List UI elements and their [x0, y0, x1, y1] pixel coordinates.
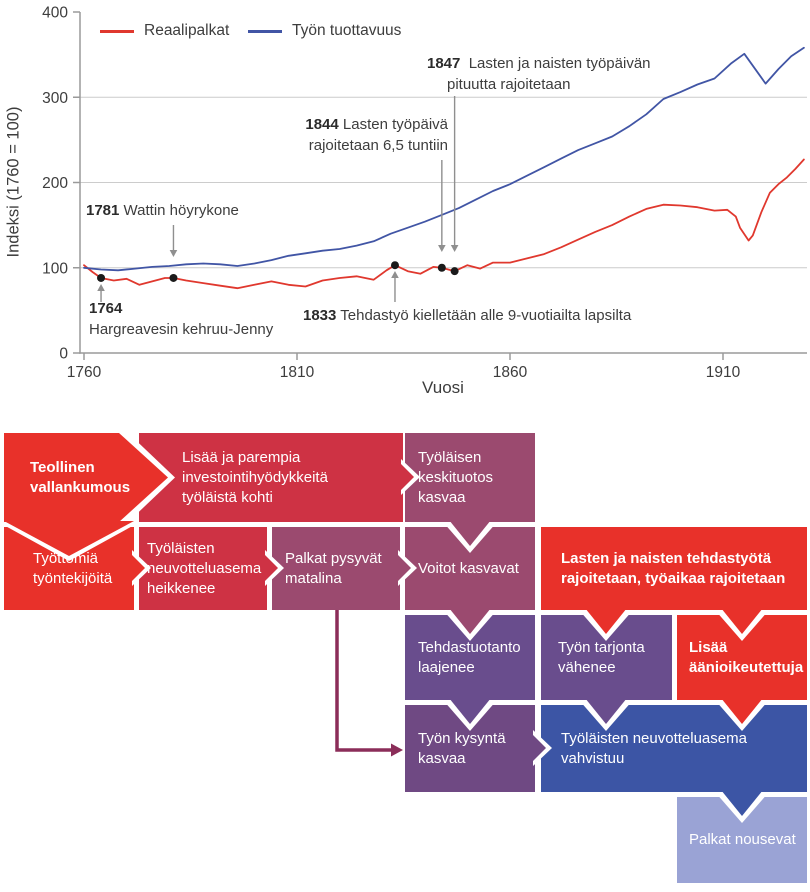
annotation-1833: 1833 Tehdastyö kielletään alle 9-vuotiai… [303, 307, 632, 324]
flow-box-wages-rise: Palkat nousevat [677, 797, 807, 883]
flow-box-bargaining-strengthens: Työläisten neuvotteluasema vahvistuu [541, 705, 807, 792]
svg-text:400: 400 [42, 5, 68, 22]
svg-text:200: 200 [42, 175, 68, 192]
wage-productivity-chart: 0 100 200 300 400 1760 1810 1860 1910 Reaalipalk… [0, 0, 810, 430]
svg-text:1810: 1810 [280, 364, 315, 381]
flow-box-wages-stay-low: Palkat pysyvät matalina [272, 527, 400, 610]
legend-swatch-productivity [248, 29, 282, 33]
flow-box-more-investment: Lisää ja parempia investointihyödykkeitä… [139, 433, 403, 522]
svg-text:300: 300 [42, 90, 68, 107]
legend-label-real-wages: Reaalipalkat [144, 22, 230, 39]
flow-box-factory-output-expands: Tehdastuotanto laajenee [405, 615, 535, 700]
flow-box-unemployed-workers: Työttömiä työntekijöitä [4, 527, 134, 610]
legend-label-productivity: Työn tuottavuus [292, 22, 402, 39]
flow-box-child-labor-restricted: Lasten ja naisten tehdastyötä rajoitetaa… [541, 527, 807, 610]
annotation-1847: 1847 Lasten ja naisten työpäivän pituutt… [427, 55, 651, 93]
flow-box-labor-supply-falls: Työn tarjonta vähenee [541, 615, 672, 700]
elbow-arrowhead-icon [391, 743, 403, 757]
svg-text:1760: 1760 [67, 364, 102, 381]
svg-text:1860: 1860 [493, 364, 528, 381]
flow-box-profits-grow: Voitot kasvavat [405, 527, 535, 610]
legend-swatch-real-wages [100, 29, 134, 33]
legend-item-productivity: Työn tuottavuus [248, 22, 401, 40]
flow-box-labor-demand-grows: Työn kysyntä kasvaa [405, 705, 535, 792]
svg-text:0: 0 [59, 346, 68, 363]
flow-box-bargaining-weakens: Työläisten neuvotteluasema heikkenee [139, 527, 267, 610]
svg-text:100: 100 [42, 260, 68, 277]
chart-canvas: 0 100 200 300 400 1760 1810 1860 1910 [42, 5, 807, 381]
legend-item-real-wages: Reaalipalkat [100, 22, 229, 40]
x-axis-title: Vuosi [422, 378, 464, 397]
elbow-connector [335, 610, 391, 752]
svg-text:1910: 1910 [706, 364, 741, 381]
flow-box-industrial-revolution: Teollinen vallankumous [30, 458, 131, 496]
flow-box-more-voters: Lisää äänioikeutettuja [677, 615, 807, 700]
annotation-1844: 1844 Lasten työpäivä rajoitetaan 6,5 tun… [305, 116, 448, 154]
annotation-1781: 1781 Wattin höyrykone [86, 202, 239, 219]
flow-box-average-output-grows: Työläisen keskituotos kasvaa [405, 433, 535, 522]
annotation-1764: 1764 Hargreavesin kehruu-Jenny [89, 300, 274, 338]
